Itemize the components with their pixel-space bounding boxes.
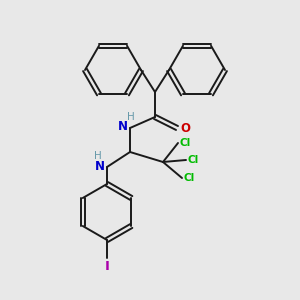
Text: O: O: [180, 122, 190, 134]
Text: N: N: [95, 160, 105, 172]
Text: H: H: [94, 151, 102, 161]
Text: I: I: [105, 260, 110, 273]
Text: H: H: [127, 112, 135, 122]
Text: N: N: [118, 121, 128, 134]
Text: Cl: Cl: [188, 155, 199, 165]
Text: Cl: Cl: [184, 173, 195, 183]
Text: Cl: Cl: [180, 138, 191, 148]
